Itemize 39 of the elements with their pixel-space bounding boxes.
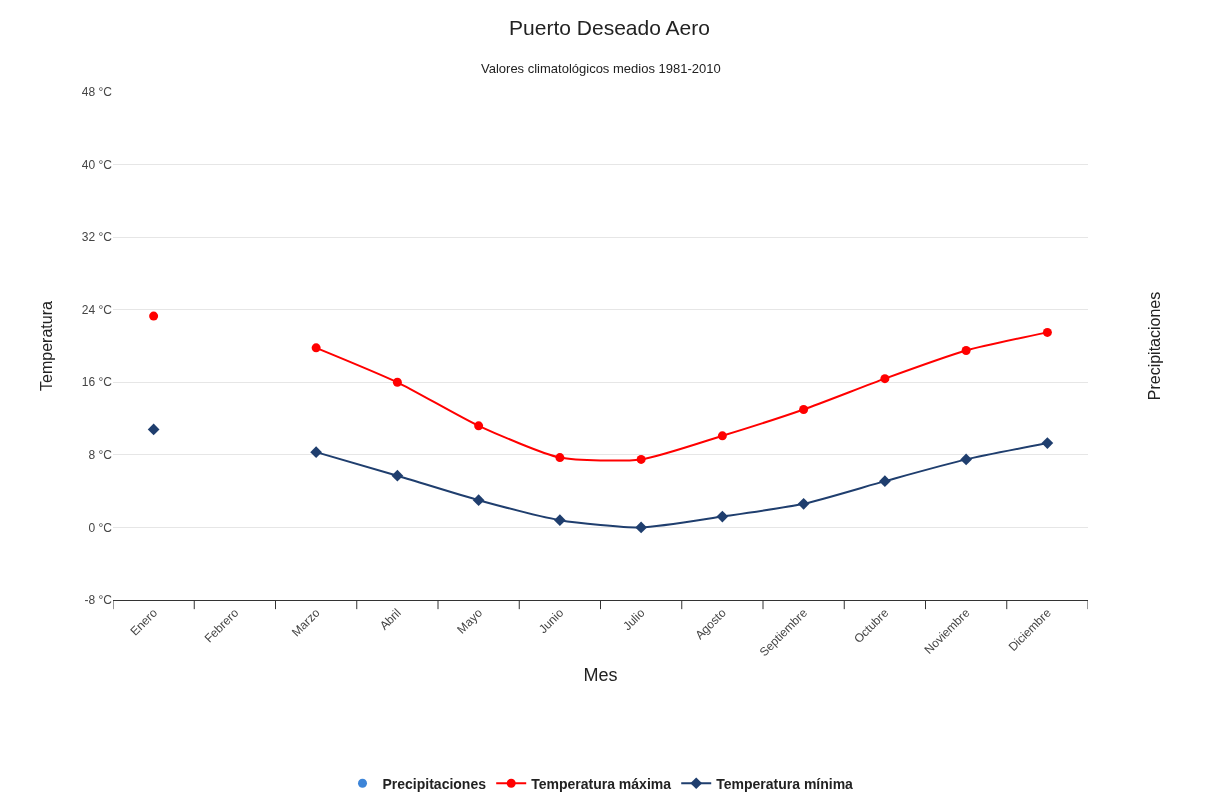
point	[392, 377, 402, 387]
legend-label: Temperatura máxima	[531, 775, 672, 792]
point	[799, 405, 809, 414]
y2-axis-title: Precipitaciones	[1145, 291, 1163, 401]
point	[797, 497, 810, 510]
point	[1042, 327, 1052, 337]
point	[960, 453, 972, 466]
y-tick-label: 8 °C	[88, 448, 113, 463]
y-tick-label: 16 °C	[81, 375, 113, 390]
point	[147, 423, 160, 436]
point	[472, 494, 485, 507]
point	[961, 346, 971, 356]
x-tick-label: Julio	[620, 605, 648, 634]
point	[635, 521, 647, 534]
y-tick-label: 48 °C	[81, 85, 113, 100]
point	[311, 343, 321, 353]
point	[555, 453, 565, 463]
legend-label: Precipitaciones	[382, 775, 487, 792]
y-tick-label: 40 °C	[81, 157, 113, 172]
point	[636, 454, 646, 464]
chart-title: Puerto Deseado Aero	[509, 16, 710, 39]
chart-subtitle: Valores climatológicos medios 1981-2010	[481, 61, 721, 76]
y-axis-title: Temperatura	[37, 300, 55, 391]
point	[391, 469, 404, 482]
point	[474, 421, 484, 431]
legend-label: Temperatura mínima	[716, 775, 854, 792]
y-tick-label: 24 °C	[81, 302, 113, 317]
y-tick-label: -8 °C	[84, 593, 113, 608]
y-tick-label: 0 °C	[88, 520, 113, 535]
point	[149, 311, 159, 321]
point	[310, 446, 322, 458]
point	[879, 475, 891, 488]
x-axis-title: Mes	[583, 665, 618, 686]
y-tick-label: 32 °C	[81, 230, 113, 245]
point	[716, 510, 729, 523]
point	[717, 431, 727, 441]
point	[880, 374, 890, 384]
point	[554, 514, 566, 527]
point	[1041, 437, 1054, 449]
